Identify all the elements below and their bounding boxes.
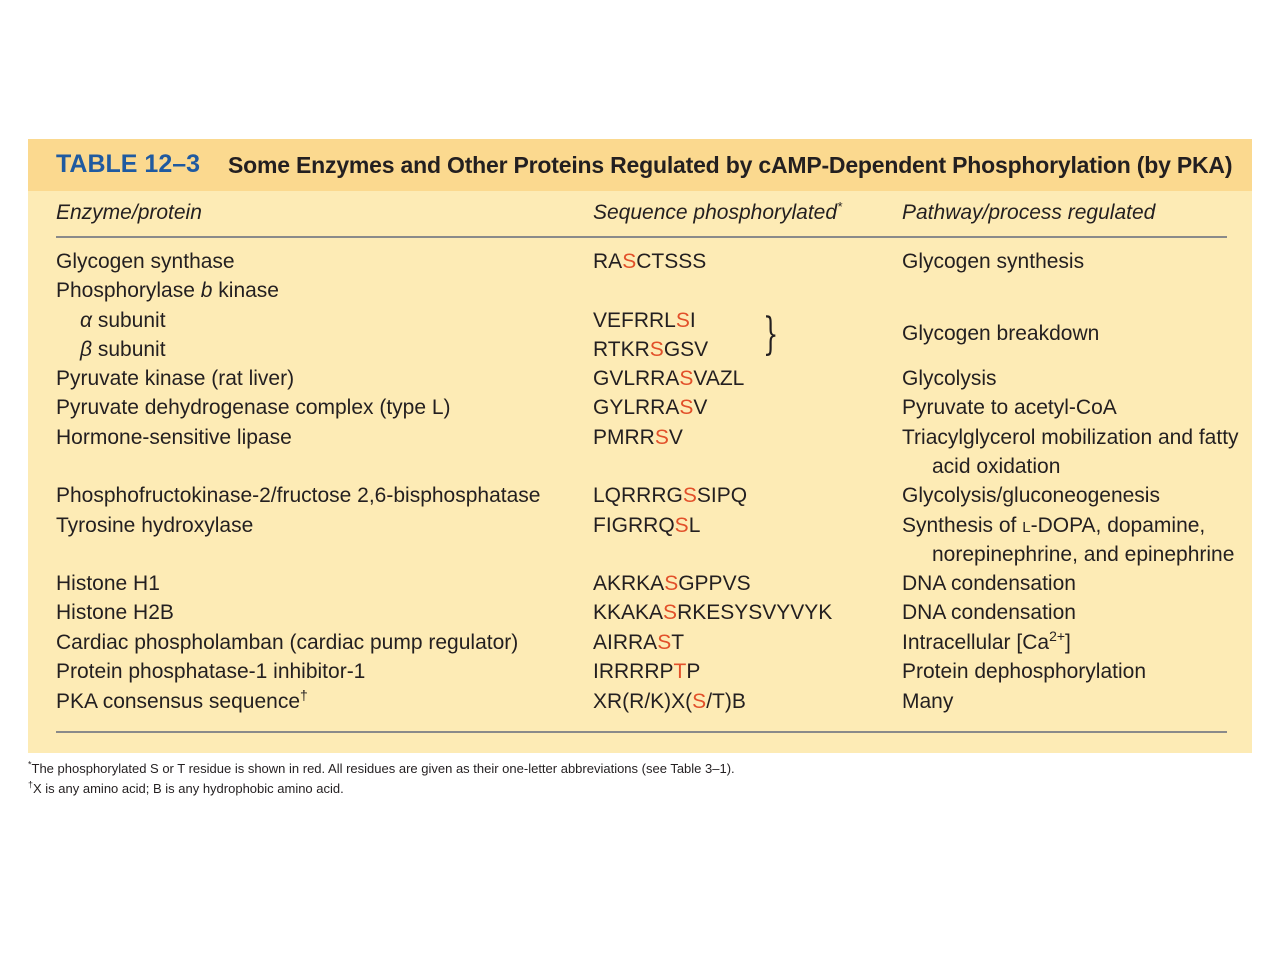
cell-pathway: Many xyxy=(902,690,954,713)
cell-pathway: Protein dephosphorylation xyxy=(902,660,1147,683)
cell-sequence: RTKRSGSV xyxy=(593,338,709,361)
column-header-pathway: Pathway/process regulated xyxy=(902,201,1156,224)
column-header-sequence: Sequence phosphorylated* xyxy=(593,199,843,224)
cell-pathway: Glycolysis xyxy=(902,367,997,390)
cell-pathway: Triacylglycerol mobilization and fatty xyxy=(902,426,1239,449)
cell-enzyme: Phosphofructokinase-2/fructose 2,6-bisph… xyxy=(56,484,541,507)
table-title: Some Enzymes and Other Proteins Regulate… xyxy=(228,152,1233,178)
cell-enzyme: Cardiac phospholamban (cardiac pump regu… xyxy=(56,631,519,654)
cell-enzyme: Phosphorylase b kinase xyxy=(56,279,279,302)
cell-pathway: DNA condensation xyxy=(902,601,1076,624)
bottom-rule xyxy=(56,731,1227,733)
cell-sequence: AKRKASGPPVS xyxy=(593,572,751,595)
cell-sequence: GYLRRASV xyxy=(593,396,708,419)
cell-sequence: PMRRSV xyxy=(593,426,683,449)
cell-sequence: FIGRRQSL xyxy=(593,514,701,537)
cell-enzyme: Histone H2B xyxy=(56,601,174,624)
cell-enzyme: Glycogen synthase xyxy=(56,250,235,273)
cell-sequence: IRRRRPTP xyxy=(593,660,701,683)
cell-enzyme: Tyrosine hydroxylase xyxy=(56,514,254,537)
cell-sequence: RASCTSSS xyxy=(593,250,707,273)
cell-pathway: Synthesis of L-DOPA, dopamine, xyxy=(902,514,1206,537)
cell-sequence: LQRRRGSSIPQ xyxy=(593,484,748,507)
cell-sequence: XR(R/K)X(S/T)B xyxy=(593,690,746,713)
header-rule xyxy=(56,236,1227,238)
cell-sequence: VEFRRLSI xyxy=(593,309,696,332)
cell-pathway: Intracellular [Ca2+] xyxy=(902,628,1071,654)
cell-pathway-shared: Glycogen breakdown xyxy=(902,322,1100,345)
table-panel: TABLE 12–3 Some Enzymes and Other Protei… xyxy=(28,139,1252,753)
cell-enzyme: Histone H1 xyxy=(56,572,160,595)
footnote-mark-dagger: † xyxy=(300,687,308,703)
cell-pathway: Pyruvate to acetyl-CoA xyxy=(902,396,1117,419)
cell-enzyme: Pyruvate kinase (rat liver) xyxy=(56,367,295,390)
column-header-enzyme: Enzyme/protein xyxy=(56,201,202,224)
footnote-1: *The phosphorylated S or T residue is sh… xyxy=(28,759,735,776)
grouping-brace: } xyxy=(763,309,779,360)
cell-sequence: KKAKASRKESYSVYVYK xyxy=(593,601,833,624)
table-title-band: TABLE 12–3 Some Enzymes and Other Protei… xyxy=(28,139,1252,191)
cell-pathway-continued: norepinephrine, and epinephrine xyxy=(932,543,1235,566)
cell-enzyme: Hormone-sensitive lipase xyxy=(56,426,292,449)
cell-sequence: GVLRRASVAZL xyxy=(593,367,745,390)
cell-enzyme: PKA consensus sequence† xyxy=(56,687,308,713)
cell-enzyme: Protein phosphatase-1 inhibitor-1 xyxy=(56,660,366,683)
table-number: TABLE 12–3 xyxy=(56,150,201,178)
cell-pathway: Glycogen synthesis xyxy=(902,250,1085,273)
footnote-mark-star: * xyxy=(837,199,843,214)
cell-sequence: AIRRAST xyxy=(593,631,685,654)
cell-pathway-continued: acid oxidation xyxy=(932,455,1061,478)
cell-pathway: DNA condensation xyxy=(902,572,1076,595)
cell-pathway: Glycolysis/gluconeogenesis xyxy=(902,484,1160,507)
cell-enzyme: α subunit xyxy=(80,309,166,332)
footnote-2: †X is any amino acid; B is any hydrophob… xyxy=(28,779,344,796)
cell-enzyme: β subunit xyxy=(80,338,166,361)
cell-enzyme: Pyruvate dehydrogenase complex (type L) xyxy=(56,396,451,419)
